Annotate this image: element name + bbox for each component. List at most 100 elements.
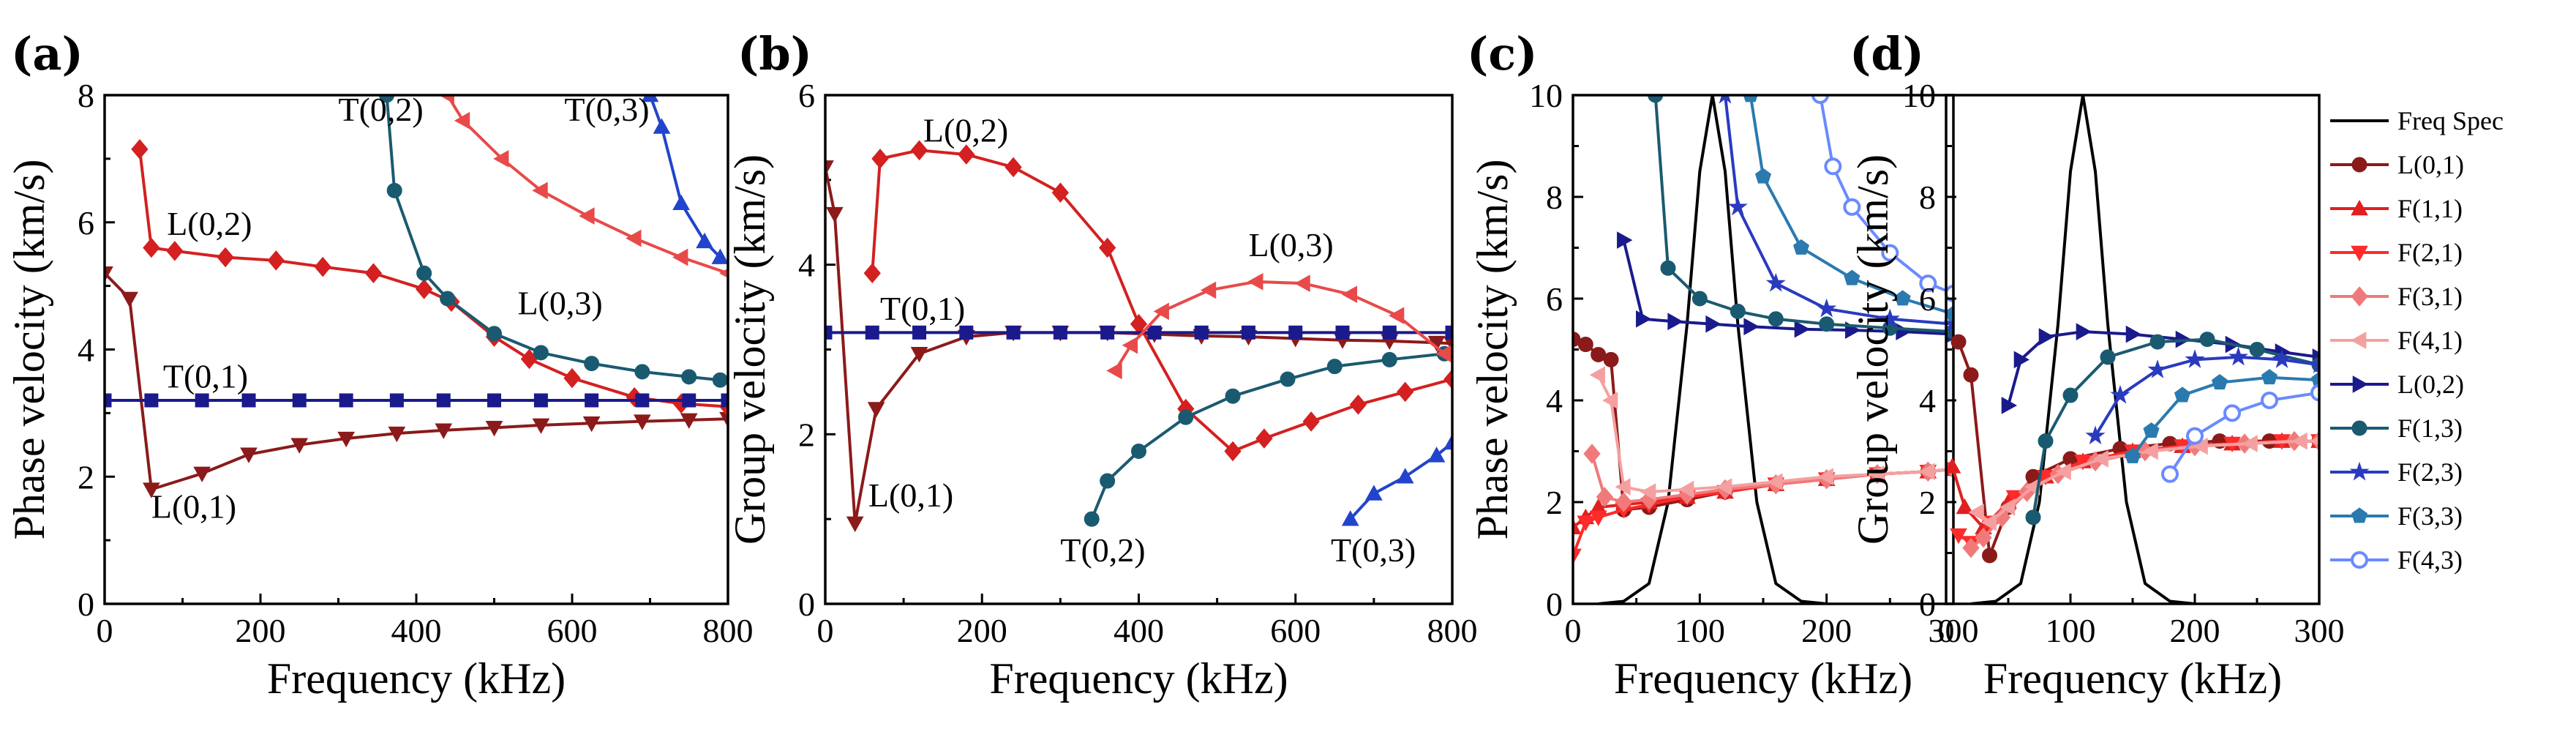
panel-b-series-l-0-3-point: [1106, 362, 1122, 380]
panel-b-series-t-0-1-point: [1194, 325, 1209, 340]
panel-d-series-f-3-3-point: [2143, 422, 2160, 438]
panel-a-series-t-0-2-point: [533, 345, 549, 361]
panel-d-series-f-4-1-point: [2291, 432, 2307, 450]
panel-d-xtick-label: 0: [1938, 612, 1955, 649]
panel-d-series-f-1-3-point: [2199, 332, 2215, 348]
panel-c-series-l-0-2-point: [1705, 315, 1721, 333]
legend-entry-f-4-3-marker: [2351, 551, 2368, 569]
panel-a-series-t-0-2-point: [681, 369, 697, 385]
panel-b-ytick-label: 4: [798, 247, 815, 284]
panel-d-series-l-0-1-point: [1963, 367, 1979, 383]
legend-entry-f-3-1-label: F(3,1): [2397, 282, 2463, 311]
panel-c-ytick-label: 10: [1529, 77, 1563, 114]
panel-d-series-f-4-3-point: [2310, 384, 2319, 402]
panel-c-series-f-2-3-line: [1724, 95, 1953, 326]
panel-b-series-t-0-1-point: [1053, 325, 1067, 340]
legend-entry-f-2-1-label: F(2,1): [2397, 238, 2463, 267]
panel-b-series-l-0-2-point: [958, 144, 975, 165]
panel-c-series-l-0-1-point: [1603, 351, 1619, 367]
panel-d-ytick-label: 0: [1919, 586, 1936, 623]
panel-d-series-l-0-2-point: [2076, 323, 2092, 341]
panel-a-series-t-0-1-point: [635, 393, 650, 408]
panel-c-frame: [1571, 94, 1955, 605]
panel-b-series-t-0-1-point: [1382, 325, 1397, 340]
panel-b-series-t-0-1-point: [1147, 325, 1162, 340]
panel-c-ytick-label: 4: [1546, 382, 1563, 419]
panel-d-letter: (d): [1850, 27, 1924, 81]
panel-a-series-t-0-1-point: [339, 393, 353, 408]
panel-d-xtick-label: 200: [2170, 612, 2220, 649]
panel-a-xtick-label: 800: [703, 612, 754, 649]
panel-a-series-l-0-2-point: [166, 241, 184, 261]
panel-d-series-f-4-1-point: [1980, 513, 1997, 531]
panel-c-ytick-label: 6: [1546, 280, 1563, 318]
panel-d-series-f-4-1-point: [1999, 498, 2016, 516]
panel-b-series-l-0-3-point: [1435, 345, 1452, 363]
panel-d-series-l-0-2-point: [2038, 328, 2055, 345]
panel-a-xtick-label: 200: [236, 612, 286, 649]
panel-c-series-f-2-1-point: [1589, 510, 1607, 526]
panel-d-series-f-4-1-point: [2142, 442, 2158, 460]
panel-a-series-t-0-3-point: [711, 248, 728, 264]
panel-a-ytick-label: 8: [78, 77, 94, 114]
panel-c-ytick-label: 2: [1546, 484, 1563, 521]
panel-b-ytick-label: 6: [798, 77, 815, 114]
panel-b-series-group: [825, 140, 1452, 532]
panel-c-series-f-3-3-point: [1754, 168, 1772, 184]
panel-d-series-f-4-1-point: [2055, 463, 2071, 481]
panel-d-series-f-3-3-point: [2261, 369, 2278, 385]
panel-c-series-f-4-1-point: [1716, 478, 1732, 496]
panel-c-series-l-0-2-point: [1743, 318, 1760, 336]
panel-c-series-f-1-3-point: [1648, 95, 1664, 103]
panel-a-series-l-0-1-point: [582, 416, 601, 433]
panel-b-annotation-t-0-3: T(0,3): [1331, 531, 1416, 569]
panel-d-xtick-label: 300: [2294, 612, 2345, 649]
panel-b-annotation-l-0-2: L(0,2): [923, 112, 1008, 149]
panel-b-series-l-0-1-point: [826, 206, 844, 223]
panel-a-ytick-label: 4: [78, 332, 94, 369]
panel-b-series-t-0-2-point: [1225, 388, 1241, 404]
panel-b-series-t-0-1-point: [912, 325, 927, 340]
panel-a-series-l-0-1-point: [290, 438, 309, 454]
panel-c-xtick-label: 300: [1929, 612, 1979, 649]
panel-b-series-t-0-3-point: [1341, 510, 1359, 526]
legend-entry-l-0-2-label: L(0,2): [2397, 370, 2464, 399]
panel-a-series-l-0-2-point: [131, 139, 149, 160]
panel-b-xtick-label: 0: [817, 612, 834, 649]
panel-b-series-l-0-2-point: [1224, 441, 1242, 462]
panel-d-series-f-1-1-point: [1946, 457, 1961, 474]
panel-d-ytick-label: 6: [1919, 280, 1936, 318]
panel-c-series-f-3-3-point: [1894, 290, 1911, 306]
panel-c-series-f-3-1-point: [1583, 444, 1601, 464]
panel-b-series-l-0-1-point: [846, 516, 864, 532]
legend-entry-l-0-1-label: L(0,1): [2397, 150, 2464, 179]
panel-a-series-l-0-2-point: [364, 263, 383, 284]
panel-b-series-l-0-3-point: [1153, 302, 1169, 321]
panel-c-ylabel: Phase velocity (km/s): [1468, 160, 1517, 540]
panel-a-series-t-0-1-point: [195, 393, 209, 408]
panel-d-series-f-3-3-point: [2211, 374, 2228, 390]
panel-b-series-t-0-2-point: [1131, 444, 1146, 459]
panel-a-ytick-label: 0: [78, 586, 94, 623]
panel-a-series-l-0-1-point: [193, 466, 211, 482]
panel-a-xtick-label: 400: [391, 612, 442, 649]
panel-c-series-f-4-3-point: [1881, 244, 1899, 262]
panel-c-series-f-4-1-point: [1678, 480, 1694, 498]
panel-a-xtick-label: 600: [547, 612, 598, 649]
panel-b-series-t-0-1-point: [1445, 325, 1452, 340]
panel-b-series-t-0-1-point: [1288, 325, 1303, 340]
panel-a-series-t-0-3-point: [672, 194, 690, 210]
panel-d-series-f-3-1-point: [1975, 527, 1992, 548]
panel-d-series-f-1-3-point: [2249, 342, 2265, 357]
panel-c-series-f-4-1-point: [1868, 465, 1885, 483]
panel-b-series-l-0-3-point: [1247, 272, 1263, 291]
panel-b-series-l-0-2-point: [1255, 428, 1273, 449]
panel-d-series-l-0-2-point: [2001, 397, 2018, 414]
panel-d-series-f-2-3-point: [2110, 384, 2130, 404]
panel-a-xlabel: Frequency (kHz): [267, 654, 566, 703]
panel-c-xtick-label: 0: [1565, 612, 1582, 649]
panel-d-series-f-3-3-point: [2124, 447, 2141, 463]
panel-b-series-l-0-1-point: [825, 160, 834, 176]
legend-entry-f-3-1-marker: [2351, 286, 2368, 307]
panel-b: (b) Group velocity (km/s) Frequency (kHz) 0…: [726, 27, 1478, 703]
